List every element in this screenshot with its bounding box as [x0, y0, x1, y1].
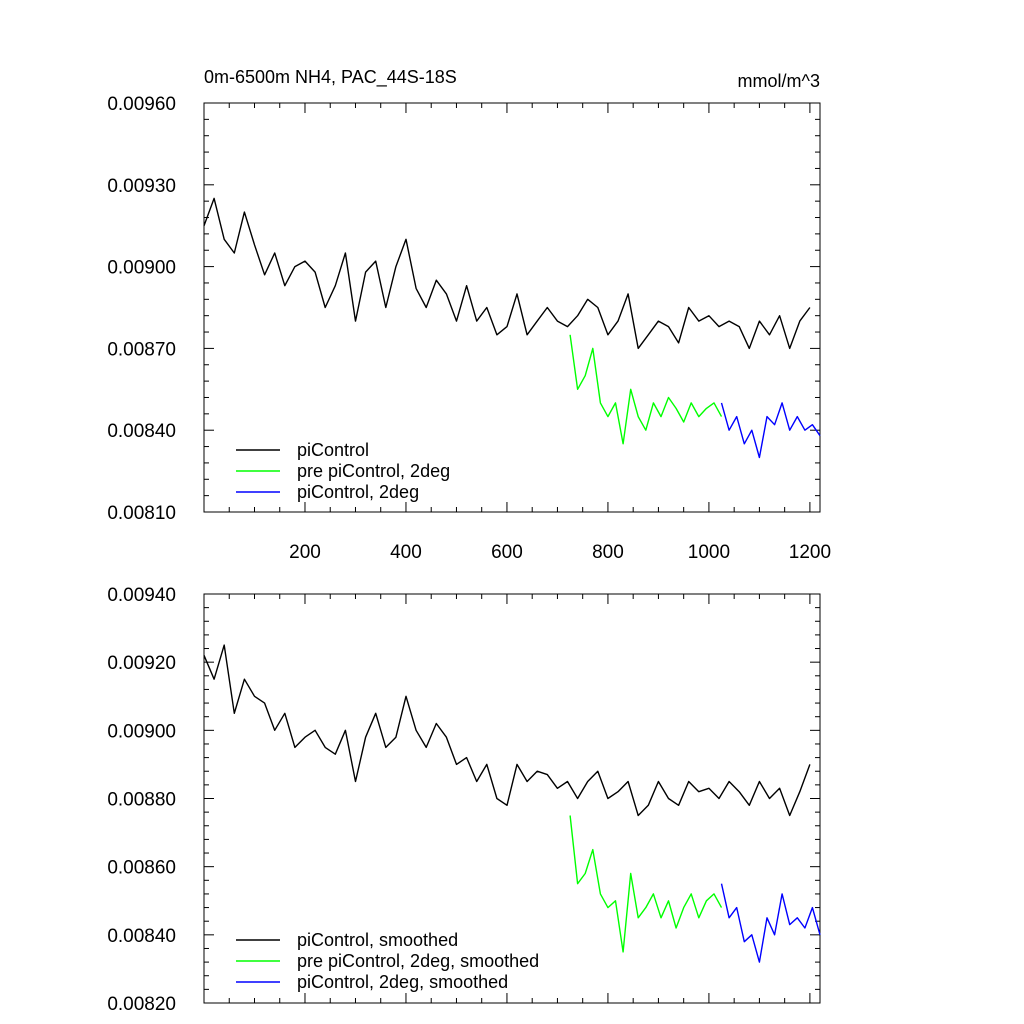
legend-label: piControl, 2deg, smoothed — [297, 972, 508, 992]
y-tick-label: 0.00820 — [107, 994, 176, 1015]
y-tick-label: 0.00860 — [107, 858, 176, 879]
legend-label: pre piControl, 2deg — [297, 461, 450, 481]
series-line — [203, 644, 811, 817]
x-tick-label: 800 — [592, 542, 624, 563]
chart-panel-top: 0m-6500m NH4, PAC_44S-18S mmol/m^3 0.008… — [107, 67, 831, 563]
y-tick-label: 0.00900 — [107, 721, 176, 742]
y-tick-label: 0.00940 — [107, 585, 176, 606]
chart-units: mmol/m^3 — [738, 71, 820, 91]
chart-panel-bottom: 0.00820 0.00840 0.00860 0.00880 0.00900 0.009… — [107, 585, 821, 1015]
y-tick-label: 0.00810 — [107, 503, 176, 524]
legend-label: piControl, smoothed — [297, 930, 458, 950]
legend-label: piControl — [297, 440, 369, 460]
y-tick-label: 0.00900 — [107, 258, 176, 279]
series-line — [203, 197, 811, 350]
series-line — [720, 883, 821, 963]
legend-label: pre piControl, 2deg, smoothed — [297, 951, 539, 971]
legend-label: piControl, 2deg — [297, 482, 419, 502]
series-line — [720, 402, 821, 459]
y-tick-label: 0.00840 — [107, 421, 176, 442]
y-tick-label: 0.00960 — [107, 94, 176, 115]
x-tick-label: 200 — [289, 542, 321, 563]
y-tick-label: 0.00840 — [107, 926, 176, 947]
x-tick-label: 400 — [390, 542, 422, 563]
y-tick-label: 0.00930 — [107, 176, 176, 197]
y-tick-label: 0.00880 — [107, 790, 176, 811]
y-tick-label: 0.00870 — [107, 339, 176, 360]
x-tick-label: 600 — [491, 542, 523, 563]
y-tick-label: 0.00920 — [107, 653, 176, 674]
series-line — [569, 334, 723, 445]
x-tick-label: 1200 — [789, 542, 831, 563]
chart-title: 0m-6500m NH4, PAC_44S-18S — [204, 67, 457, 88]
plot-frame — [203, 102, 821, 513]
series-line — [569, 815, 723, 953]
x-tick-label: 1000 — [688, 542, 730, 563]
